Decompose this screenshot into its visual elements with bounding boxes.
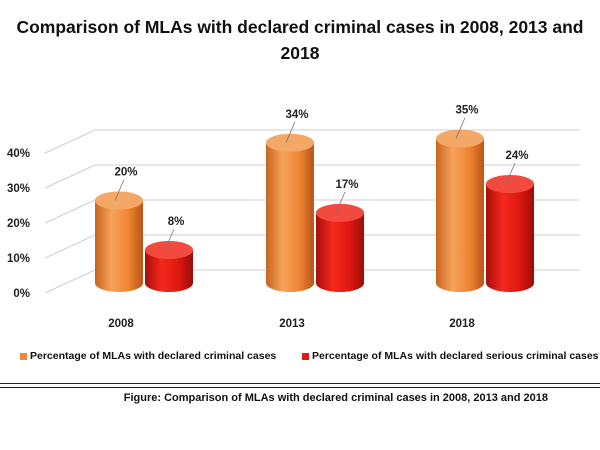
y-tick-label: 20% xyxy=(7,218,30,230)
bar xyxy=(145,241,193,292)
bar-body xyxy=(436,138,484,292)
x-axis-ticks: 2008 2013 2018 xyxy=(108,318,475,330)
data-label-leader xyxy=(285,121,296,143)
divider-line xyxy=(0,387,600,388)
data-labels: 20% 8% 34% 17% 35% 24% xyxy=(114,105,529,251)
bar-body xyxy=(316,212,364,292)
gridline xyxy=(44,129,580,154)
bar-cap xyxy=(266,133,314,152)
data-label: 17% xyxy=(335,179,358,191)
gridline xyxy=(44,199,580,224)
y-tick-label: 40% xyxy=(7,148,30,160)
legend-item-series-2: Percentage of MLAs with declared serious… xyxy=(302,350,599,362)
bar xyxy=(436,129,484,292)
y-axis-ticks: 0% 10% 20% 30% 40% xyxy=(7,148,30,300)
bar xyxy=(266,133,314,292)
data-label-leader xyxy=(164,228,175,251)
bar-cap xyxy=(436,129,484,148)
legend-label-series-1: Percentage of MLAs with declared crimina… xyxy=(30,350,277,362)
data-label: 34% xyxy=(285,109,308,121)
gridline xyxy=(44,164,580,189)
bars xyxy=(95,129,534,292)
bar-body xyxy=(145,250,193,292)
x-tick-label: 2018 xyxy=(449,318,475,330)
bar-body xyxy=(486,184,534,292)
chart-title: Comparison of MLAs with declared crimina… xyxy=(16,17,584,63)
data-label-leader xyxy=(114,179,125,201)
legend-label-series-2: Percentage of MLAs with declared serious… xyxy=(312,350,599,362)
bar-body xyxy=(95,200,143,292)
y-tick-label: 30% xyxy=(7,183,30,195)
data-label-leader xyxy=(455,117,466,139)
bar-body xyxy=(266,142,314,292)
x-tick-label: 2013 xyxy=(279,318,305,330)
data-label: 24% xyxy=(505,150,528,162)
data-label: 35% xyxy=(455,105,478,117)
y-tick-label: 0% xyxy=(13,288,30,300)
bar-cap xyxy=(486,175,534,193)
legend-item-series-1: Percentage of MLAs with declared crimina… xyxy=(20,350,276,362)
x-tick-label: 2008 xyxy=(108,318,134,330)
bar xyxy=(486,175,534,292)
chart-plot: 0% 10% 20% 30% 40% 2008 2013 2018 20% 8% 34% 17% 3… xyxy=(7,105,580,330)
data-label-leader xyxy=(335,191,346,214)
y-tick-label: 10% xyxy=(7,253,30,265)
bar xyxy=(316,203,364,292)
bar-cap xyxy=(95,191,143,210)
bar xyxy=(95,191,143,292)
data-label: 20% xyxy=(114,167,137,179)
legend-swatch-series-1 xyxy=(20,352,27,360)
legend-swatch-series-2 xyxy=(302,352,309,360)
bar-cap xyxy=(316,203,364,222)
bar-cap xyxy=(145,241,193,259)
data-label-leader xyxy=(505,162,516,185)
divider-line xyxy=(0,383,600,384)
figure-caption: Figure: Comparison of MLAs with declared… xyxy=(123,392,548,404)
data-label: 8% xyxy=(168,216,185,228)
